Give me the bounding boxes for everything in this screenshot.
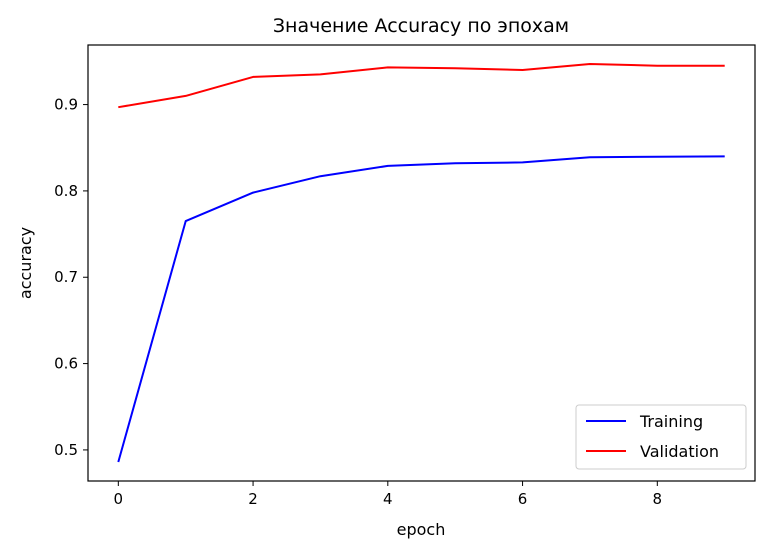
y-axis-ticks: 0.5 0.6 0.7 0.8 0.9 [54,96,88,459]
series-line-training [117,155,725,463]
y-tick-label: 0.7 [54,268,78,286]
y-axis-label: accuracy [16,227,35,299]
x-axis-label: epoch [397,520,446,539]
x-tick-label: 6 [518,490,528,508]
series-layer [117,63,725,463]
axes-frame [87,44,756,482]
series-line-validation [118,63,725,109]
x-tick-label: 0 [114,490,124,508]
x-tick-label: 8 [653,490,663,508]
y-tick-label: 0.6 [54,355,78,373]
y-tick-label: 0.8 [54,182,78,200]
legend-label-validation: Validation [640,442,719,461]
legend-label-training: Training [639,412,703,431]
x-axis-ticks: 0 2 4 6 8 [114,481,663,508]
y-tick-label: 0.5 [54,441,78,459]
plot-area [87,44,756,482]
x-tick-label: 4 [383,490,393,508]
y-tick-label: 0.9 [54,96,78,114]
legend: Training Validation [575,404,747,470]
chart-title: Значение Accuracy по эпохам [273,15,569,37]
x-tick-label: 2 [248,490,258,508]
